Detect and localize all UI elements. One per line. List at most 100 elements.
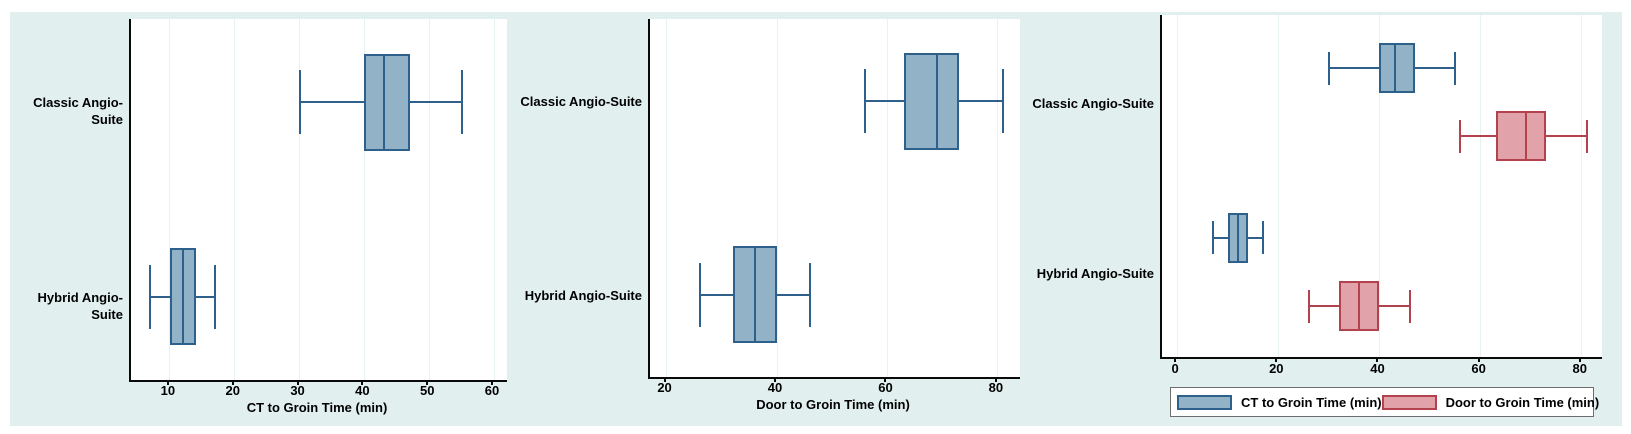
x-tick-label-80: 80 bbox=[1572, 361, 1587, 376]
plot-area-panel-2 bbox=[648, 19, 1020, 379]
gridline-x-80 bbox=[997, 19, 999, 377]
median-line bbox=[1525, 113, 1528, 160]
whisker-cap-min bbox=[1327, 51, 1330, 85]
x-axis-label-panel-1: CT to Groin Time (min) bbox=[246, 400, 388, 415]
plot-area-panel-3 bbox=[1160, 15, 1602, 359]
box-red bbox=[1339, 281, 1380, 332]
x-tick-mark-20 bbox=[1275, 357, 1278, 362]
whisker-cap-max bbox=[809, 262, 812, 327]
x-axis-label-panel-2: Door to Groin Time (min) bbox=[756, 397, 910, 412]
gridline-x-40 bbox=[776, 19, 778, 377]
whisker-cap-max bbox=[214, 264, 217, 329]
x-tick-mark-60 bbox=[491, 380, 494, 385]
whisker-cap-max bbox=[1408, 289, 1411, 323]
whisker-left bbox=[299, 101, 365, 104]
gridline-x-0 bbox=[1176, 15, 1178, 357]
x-tick-mark-40 bbox=[361, 380, 364, 385]
whisker-cap-max bbox=[1002, 69, 1005, 134]
box-blue bbox=[904, 52, 960, 150]
x-tick-label-10: 10 bbox=[160, 383, 176, 398]
median-line bbox=[382, 55, 385, 149]
whisker-cap-max bbox=[1454, 51, 1457, 85]
x-tick-mark-80 bbox=[1578, 357, 1581, 362]
box-blue bbox=[364, 53, 410, 151]
x-tick-label-60: 60 bbox=[484, 383, 500, 398]
x-tick-mark-40 bbox=[1376, 357, 1379, 362]
whisker-left bbox=[1308, 305, 1339, 308]
whisker-cap-max bbox=[1262, 221, 1265, 255]
whisker-right bbox=[1414, 67, 1456, 69]
median-line bbox=[753, 248, 756, 342]
x-tick-label-40: 40 bbox=[1370, 361, 1385, 376]
x-tick-mark-50 bbox=[426, 380, 429, 385]
whisker-left bbox=[150, 295, 170, 298]
x-tick-label-50: 50 bbox=[419, 383, 435, 398]
gridline-x-20 bbox=[666, 19, 668, 377]
plot-area-panel-1 bbox=[129, 19, 507, 382]
whisker-right bbox=[959, 100, 1004, 103]
box-blue bbox=[732, 246, 777, 344]
x-tick-mark-80 bbox=[994, 377, 997, 382]
gridline-x-20 bbox=[1277, 15, 1279, 357]
x-tick-label-40: 40 bbox=[767, 380, 783, 395]
whisker-right bbox=[195, 295, 216, 298]
gridline-x-50 bbox=[428, 19, 430, 380]
box-blue bbox=[1227, 212, 1248, 263]
x-tick-label-0: 0 bbox=[1171, 361, 1179, 376]
category-label-hybrid: Hybrid Angio-Suite bbox=[37, 289, 123, 322]
median-line bbox=[1236, 214, 1239, 261]
whisker-cap-min bbox=[149, 264, 152, 329]
whisker-left bbox=[699, 293, 733, 296]
x-tick-label-20: 20 bbox=[1269, 361, 1284, 376]
whisker-cap-min bbox=[698, 262, 701, 327]
x-tick-mark-20 bbox=[231, 380, 234, 385]
x-tick-label-20: 20 bbox=[225, 383, 240, 398]
whisker-cap-min bbox=[1211, 221, 1214, 255]
whisker-cap-min bbox=[1307, 289, 1310, 323]
whisker-cap-min bbox=[1459, 119, 1462, 153]
legend-swatch-red bbox=[1381, 394, 1437, 410]
x-tick-label-20: 20 bbox=[657, 380, 672, 395]
whisker-cap-max bbox=[460, 70, 463, 135]
whisker-cap-max bbox=[1585, 119, 1588, 153]
median-line bbox=[1358, 283, 1361, 330]
box-blue bbox=[169, 248, 196, 346]
whisker-cap-min bbox=[298, 70, 301, 135]
x-tick-mark-20 bbox=[663, 377, 666, 382]
gridline-x-20 bbox=[234, 19, 236, 380]
category-label-classic: Classic Angio-Suite bbox=[520, 94, 642, 110]
x-tick-label-40: 40 bbox=[355, 383, 370, 398]
median-line bbox=[1393, 45, 1396, 91]
gridline-x-30 bbox=[299, 19, 301, 380]
whisker-right bbox=[1247, 236, 1264, 239]
category-label-classic: Classic Angio-Suite bbox=[1032, 95, 1154, 111]
category-label-hybrid: Hybrid Angio-Suite bbox=[1036, 265, 1154, 281]
x-tick-label-30: 30 bbox=[290, 383, 305, 398]
legend-entry-blue: CT to Groin Time (min) bbox=[1177, 394, 1382, 410]
whisker-right bbox=[409, 101, 462, 104]
whisker-right bbox=[1546, 135, 1587, 138]
x-tick-label-80: 80 bbox=[988, 380, 1004, 395]
whisker-left bbox=[1328, 67, 1380, 69]
category-label-hybrid: Hybrid Angio-Suite bbox=[524, 287, 642, 303]
whisker-right bbox=[777, 293, 811, 296]
x-tick-label-60: 60 bbox=[1471, 361, 1486, 376]
box-blue bbox=[1379, 43, 1415, 93]
box-red bbox=[1495, 111, 1547, 162]
x-tick-mark-60 bbox=[1477, 357, 1480, 362]
whisker-right bbox=[1379, 305, 1410, 308]
x-tick-mark-0 bbox=[1174, 357, 1177, 362]
x-tick-mark-30 bbox=[296, 380, 299, 385]
whisker-left bbox=[865, 100, 905, 103]
median-line bbox=[181, 250, 184, 344]
legend-label-blue: CT to Groin Time (min) bbox=[1241, 394, 1382, 410]
gridline-x-10 bbox=[169, 19, 171, 380]
x-tick-mark-40 bbox=[774, 377, 776, 382]
gridline-x-40 bbox=[1378, 15, 1380, 357]
whisker-left bbox=[1460, 135, 1496, 138]
whisker-cap-min bbox=[864, 69, 867, 134]
legend-entry-red: Door to Groin Time (min) bbox=[1381, 394, 1599, 410]
x-tick-label-60: 60 bbox=[878, 380, 893, 395]
gridline-x-40 bbox=[363, 19, 365, 380]
